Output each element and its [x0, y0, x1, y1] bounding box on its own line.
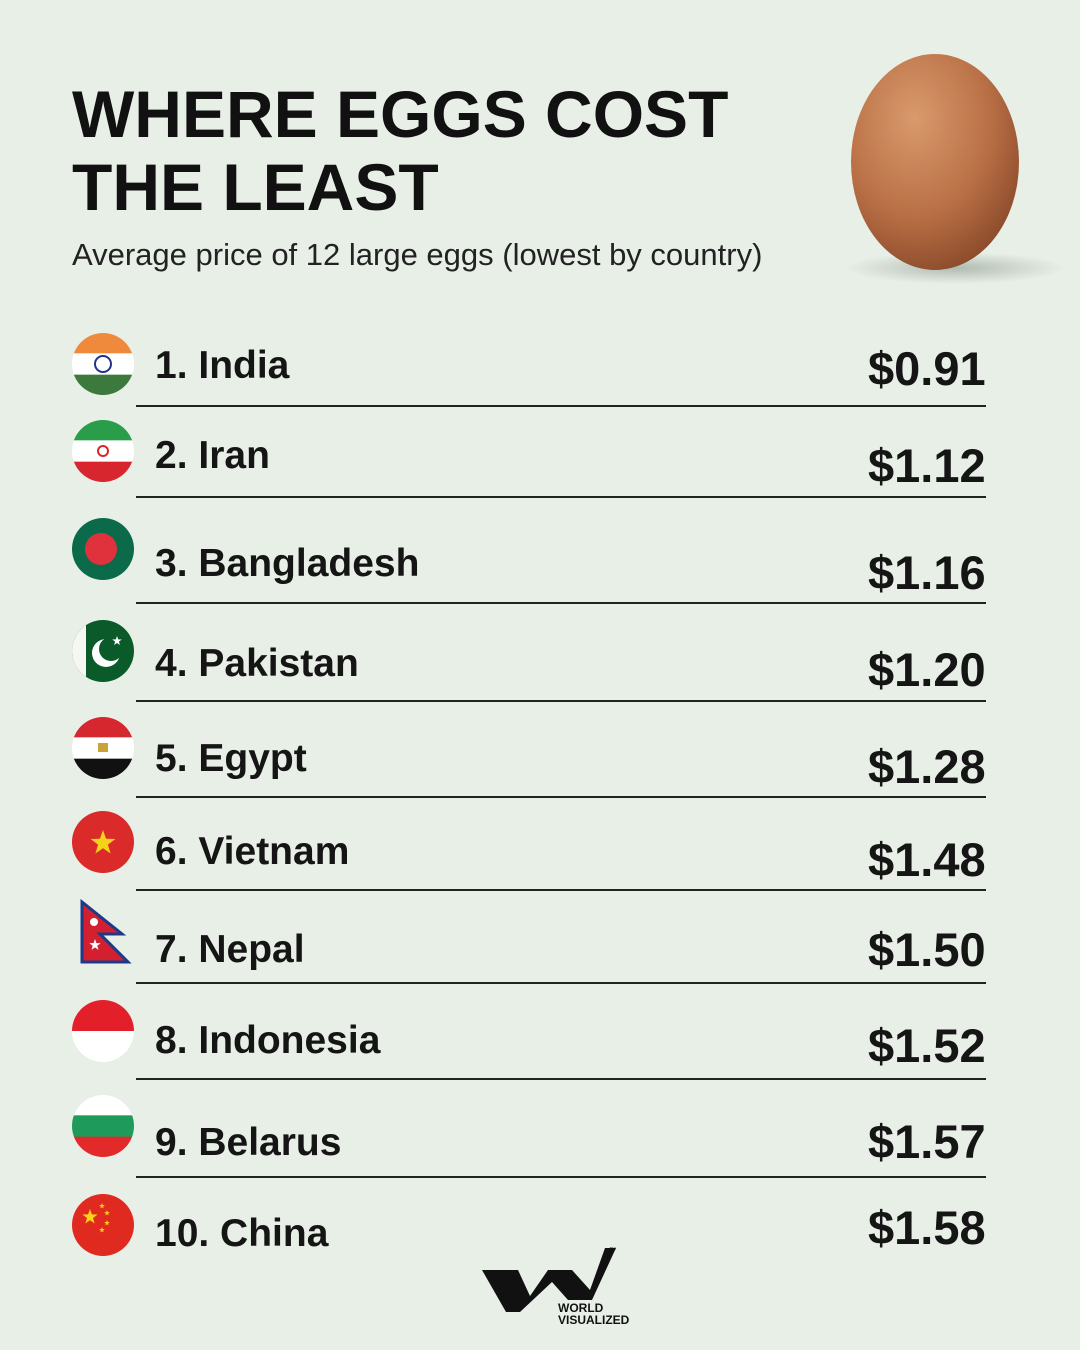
country-label: 6. Vietnam — [155, 830, 349, 873]
flag-body — [72, 420, 134, 482]
flag-star — [82, 1209, 98, 1224]
flag-star — [90, 830, 116, 854]
flag-emblem — [97, 445, 109, 457]
flag-star — [99, 1203, 105, 1209]
flag-stripe — [72, 758, 134, 779]
title-line: WHERE EGGS COST — [72, 77, 728, 151]
flag-stripe — [72, 1194, 134, 1256]
logo-text: WORLD — [558, 1301, 604, 1315]
price: $1.50 — [868, 923, 986, 976]
flag-stripe — [72, 1136, 134, 1157]
country-label: 7. Nepal — [155, 928, 305, 971]
flag-star — [104, 1220, 110, 1226]
flag — [72, 420, 134, 482]
flag-stripe — [72, 420, 134, 441]
flag-stripe — [72, 1095, 134, 1116]
flag — [72, 333, 134, 395]
flag-body — [72, 811, 134, 873]
price: $1.52 — [868, 1019, 986, 1072]
flag-body — [72, 1095, 134, 1157]
logo-text: VISUALIZED — [558, 1313, 630, 1327]
logo: WORLD VISUALIZED ™ — [482, 1247, 630, 1327]
flag-emblem — [90, 918, 98, 926]
country-label: 1. India — [155, 344, 290, 387]
trademark: ™ — [609, 1247, 616, 1254]
egg — [851, 54, 1019, 270]
country-label: 8. Indonesia — [155, 1019, 381, 1062]
flag-stripe — [72, 440, 134, 463]
price: $1.58 — [868, 1201, 986, 1254]
flag-stripe — [72, 717, 134, 738]
flag — [72, 518, 134, 580]
country-label: 2. Iran — [155, 434, 270, 477]
flag-stripe — [72, 333, 134, 354]
country-label: 10. China — [155, 1212, 329, 1255]
country-label: 4. Pakistan — [155, 642, 359, 685]
flag-body — [72, 620, 134, 682]
price: $1.12 — [868, 439, 986, 492]
flag-emblem — [85, 533, 117, 565]
price: $1.48 — [868, 833, 986, 886]
flag-star — [112, 636, 122, 645]
flag — [72, 620, 134, 682]
flag-star — [89, 939, 101, 950]
country-label: 3. Bangladesh — [155, 542, 419, 585]
price: $0.91 — [868, 342, 986, 395]
title-line: THE LEAST — [72, 150, 439, 224]
flag — [72, 811, 134, 873]
flag-emblem — [94, 355, 112, 373]
flag-star — [99, 1227, 105, 1233]
flag-body — [72, 518, 134, 580]
logo-mark — [482, 1248, 616, 1312]
flag-stripe — [72, 374, 134, 395]
flag-body — [72, 333, 134, 395]
flag — [80, 898, 132, 964]
country-label: 5. Egypt — [155, 737, 307, 780]
country-label: 9. Belarus — [155, 1121, 341, 1164]
price: $1.16 — [868, 546, 986, 599]
price: $1.57 — [868, 1115, 986, 1168]
flag-emblem — [98, 743, 108, 752]
flag — [72, 717, 134, 779]
flag-stripe — [72, 353, 134, 376]
price: $1.28 — [868, 740, 986, 793]
flag — [72, 1194, 134, 1256]
flag-body — [72, 717, 134, 779]
price: $1.20 — [868, 643, 986, 696]
flag — [72, 1095, 134, 1157]
flag-star — [104, 1210, 110, 1216]
flag-body — [72, 1194, 134, 1256]
flag-stripe — [72, 1115, 134, 1138]
flag-stripe — [72, 461, 134, 482]
rows: 1. India $0.91 2. Iran $1.12 3. Bangladesh $1… — [72, 333, 986, 1256]
subtitle: Average price of 12 large eggs (lowest b… — [72, 237, 762, 272]
